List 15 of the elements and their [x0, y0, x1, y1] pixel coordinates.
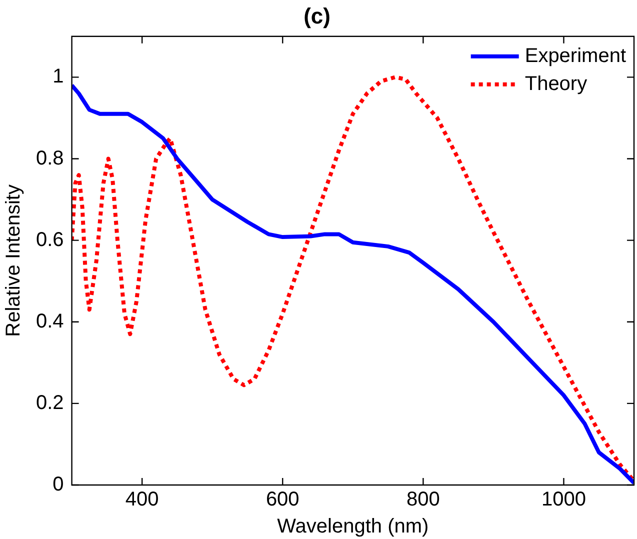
y-tick-label: 0.2	[36, 392, 64, 414]
legend-label: Experiment	[524, 44, 626, 67]
y-tick-label: 0.4	[36, 310, 64, 332]
y-tick-label: 0.8	[36, 147, 64, 170]
y-axis-title: Relative Intensity	[2, 184, 25, 337]
chart-title: (c)	[304, 3, 330, 28]
x-tick-label: 1000	[541, 488, 586, 511]
y-tick-label: 0.6	[36, 228, 64, 251]
x-axis-title: Wavelength (nm)	[277, 516, 429, 538]
legend-label: Theory	[524, 72, 588, 95]
x-tick-label: 600	[266, 488, 300, 511]
y-tick-label: 1	[52, 66, 64, 88]
y-tick-label: 0	[52, 474, 64, 496]
x-tick-label: 400	[125, 488, 159, 511]
x-tick-label: 800	[406, 488, 440, 511]
